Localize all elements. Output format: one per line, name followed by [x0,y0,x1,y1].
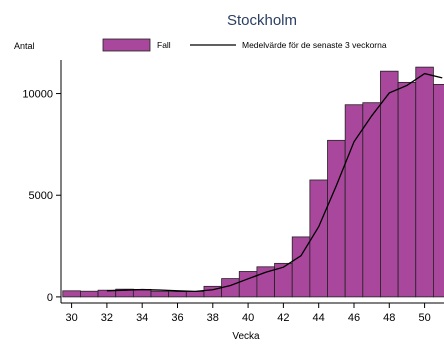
x-tick-label: 36 [171,312,183,324]
x-tick-label: 32 [101,312,113,324]
bar-week-30 [62,290,81,298]
chart-title: Stockholm [227,12,297,29]
x-tick-label: 42 [277,312,289,324]
x-ticks: 30 32 34 36 38 40 42 44 46 48 50 [65,303,431,324]
x-tick-label: 44 [313,312,325,324]
average-line [106,72,443,293]
x-tick-label: 38 [207,312,219,324]
y-tick-label: 10000 [22,89,53,101]
bar-week-41 [256,266,275,298]
bar-week-45 [327,139,346,298]
legend: Fall Medelvärde för de senaste 3 veckorn… [102,38,387,52]
x-tick-label: 50 [418,312,430,324]
y-tick-label: 5000 [29,190,53,202]
bar-week-40 [238,271,258,298]
x-tick-label: 40 [242,312,254,324]
bar-week-31 [80,290,99,298]
bar-week-39 [221,278,240,298]
y-tick-label: 0 [47,292,53,304]
bar-week-36 [168,291,187,298]
bar-week-35 [150,290,170,298]
legend-label-fall: Fall [157,40,171,50]
bar-week-47 [362,102,381,298]
bar-week-51 [433,84,444,298]
x-tick-label: 34 [136,312,148,324]
bar-week-48 [380,70,399,298]
x-tick-label: 46 [348,312,360,324]
bar-week-37 [185,291,205,298]
y-axis-label: Antal [14,41,35,51]
x-axis-label: Vecka [232,331,260,342]
bar-week-49 [397,81,417,298]
bar-week-50 [415,66,434,298]
bar-week-34 [132,288,152,298]
legend-swatch-fall [102,38,151,52]
x-tick-label: 48 [383,312,395,324]
x-tick-label: 30 [65,312,77,324]
y-ticks: 0 5000 10000 [22,89,61,304]
legend-label-average: Medelvärde för de senaste 3 veckorna [242,40,387,50]
bar-week-44 [309,179,328,298]
bars [62,66,444,298]
